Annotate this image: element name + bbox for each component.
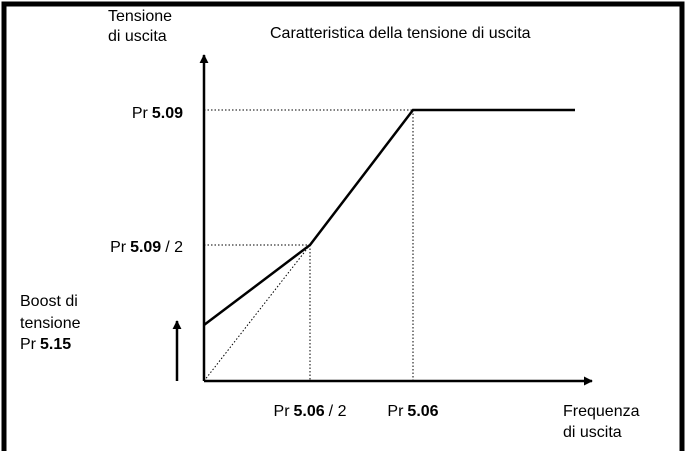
boost-label: Boost di xyxy=(20,293,78,310)
x-level-label: Pr 5.06/ 2 xyxy=(274,403,347,420)
guides xyxy=(203,109,414,382)
boost-label: tensione xyxy=(20,315,81,332)
characteristic-line xyxy=(203,108,575,326)
x-level-label: Pr 5.06 xyxy=(387,403,438,420)
title: Caratteristica della tensione di uscita xyxy=(270,25,531,42)
boost-label: Pr 5.15 xyxy=(20,336,71,353)
y-level-label: Pr 5.09 xyxy=(132,105,183,122)
x-axis-label: Frequenza xyxy=(563,403,640,420)
y-axis-label: di uscita xyxy=(108,28,167,45)
y-level-label: Pr 5.09/ 2 xyxy=(110,239,183,256)
x-axis-label: di uscita xyxy=(563,424,622,441)
y-axis-label: Tensione xyxy=(108,8,172,25)
